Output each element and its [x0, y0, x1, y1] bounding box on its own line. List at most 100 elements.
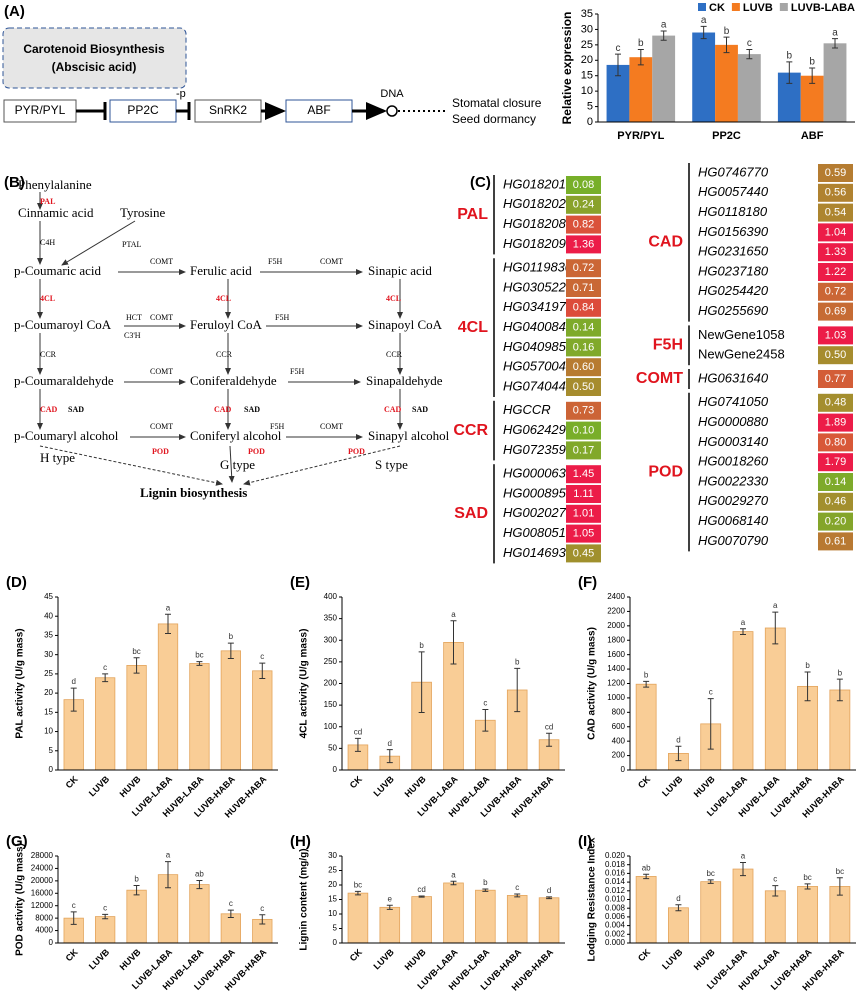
heat-value: 0.10	[573, 425, 594, 437]
y-axis-label: POD activity (U/g mass)	[15, 843, 26, 956]
node: ABF	[307, 103, 330, 117]
significance-letter: e	[388, 894, 393, 903]
bar	[220, 913, 242, 944]
y-tick-label: 300	[324, 635, 338, 644]
bar	[800, 75, 824, 122]
bar	[777, 72, 801, 122]
box-subtitle: (Abscisic acid)	[52, 60, 137, 74]
heat-value: 0.50	[573, 381, 594, 393]
arrow	[228, 445, 235, 483]
legend-swatch	[779, 3, 788, 11]
gene-name: HG0146930	[503, 545, 574, 560]
significance-letter: a	[451, 610, 456, 619]
gene-name: HG0003140	[698, 434, 769, 449]
significance-letter: d	[676, 894, 680, 903]
gene-name: HG0022330	[698, 473, 769, 488]
error-bar	[227, 909, 234, 919]
gene-name: HG0400840	[503, 319, 574, 334]
pathway-label: C3'H	[124, 331, 141, 340]
node: PYR/PYL	[15, 103, 66, 117]
pathway-label: G type	[220, 457, 255, 472]
y-tick-label: 0.018	[605, 860, 626, 869]
y-tick-label: 15	[581, 70, 593, 82]
error-bar	[354, 890, 361, 896]
gene-name: HG0182080	[503, 216, 574, 231]
y-tick-label: 30	[328, 851, 337, 860]
y-tick-label: 200	[324, 679, 338, 688]
pathway-label: p-Coumaric acid	[14, 263, 101, 278]
gene-name: HG0746770	[698, 164, 769, 179]
heat-value: 1.03	[825, 329, 846, 341]
error-bar	[637, 48, 644, 66]
error-bar	[450, 880, 457, 886]
pathway-label: POD	[348, 447, 365, 456]
heat-value: 0.50	[825, 349, 846, 361]
x-tick-label: LUVB	[660, 774, 685, 799]
bar	[126, 665, 147, 771]
heat-value: 1.22	[825, 266, 846, 278]
y-tick-label: 1000	[607, 693, 625, 702]
dna-node	[386, 105, 398, 117]
x-tick-label: HUVB	[692, 774, 717, 799]
pathway-label: Sinapyl alcohol	[368, 428, 450, 443]
significance-letter: c	[229, 899, 233, 908]
y-tick-label: 0.012	[605, 886, 626, 895]
y-tick-label: 0.004	[605, 921, 626, 930]
significance-letter: c	[773, 875, 777, 884]
bar	[764, 890, 786, 944]
gene-name: HG0029270	[698, 493, 769, 508]
y-axis-label: Lodging Resistance Index	[587, 837, 598, 961]
heat-cell	[566, 544, 601, 563]
significance-letter: bc	[195, 651, 203, 660]
x-tick-label: CK	[348, 947, 365, 964]
x-tick-label: CK	[64, 774, 81, 791]
pathway-label: 4CL	[386, 294, 401, 303]
gene-name: NewGene2458	[698, 347, 785, 362]
significance-letter: bc	[803, 873, 811, 882]
heat-cell	[818, 302, 853, 321]
y-tick-label: 10	[328, 909, 337, 918]
heat-cell	[818, 203, 853, 222]
heat-value: 0.82	[573, 219, 594, 231]
y-tick-label: 20000	[31, 876, 54, 885]
error-bar	[196, 880, 203, 890]
heat-value: 0.59	[825, 167, 846, 179]
bar	[411, 896, 432, 944]
error-bar	[675, 745, 682, 762]
gene-name: HG0255690	[698, 303, 769, 318]
y-tick-label: 20	[581, 54, 593, 66]
error-bar	[133, 885, 140, 896]
heat-value: 0.16	[573, 341, 594, 353]
x-tick-label: LUVB	[371, 774, 396, 799]
pathway-label: CAD	[384, 405, 402, 414]
significance-letter: ab	[642, 863, 651, 872]
pathway-label: Coniferyl alcohol	[190, 428, 282, 443]
bar	[629, 57, 653, 123]
gene-name: HG0341970	[503, 299, 574, 314]
dna-label: DNA	[380, 88, 404, 100]
significance-letter: a	[166, 851, 171, 860]
box-title: Carotenoid Biosynthesis	[23, 42, 165, 56]
y-tick-label: 45	[44, 592, 53, 601]
x-tick-label: HUVB	[118, 774, 143, 799]
error-bar	[809, 67, 816, 84]
gene-name: HG0118180	[698, 204, 768, 219]
gene-name: HG0020270	[503, 505, 574, 520]
outcome: Stomatal closure	[452, 96, 542, 110]
error-bar	[514, 893, 521, 898]
significance-letter: b	[229, 632, 234, 641]
significance-letter: c	[103, 904, 107, 913]
heat-value: 0.69	[825, 306, 846, 318]
y-tick-label: 250	[324, 657, 338, 666]
bar	[652, 35, 676, 122]
gene-name: HG0231650	[698, 244, 769, 259]
significance-letter: c	[260, 652, 264, 661]
gene-name: NewGene1058	[698, 327, 785, 342]
significance-letter: a	[701, 15, 707, 26]
bar	[732, 868, 754, 944]
heat-cell	[566, 195, 601, 214]
error-bar	[643, 680, 650, 688]
group-label: COMT	[636, 370, 683, 387]
bar	[732, 631, 754, 771]
pathway-label: CCR	[386, 350, 403, 359]
